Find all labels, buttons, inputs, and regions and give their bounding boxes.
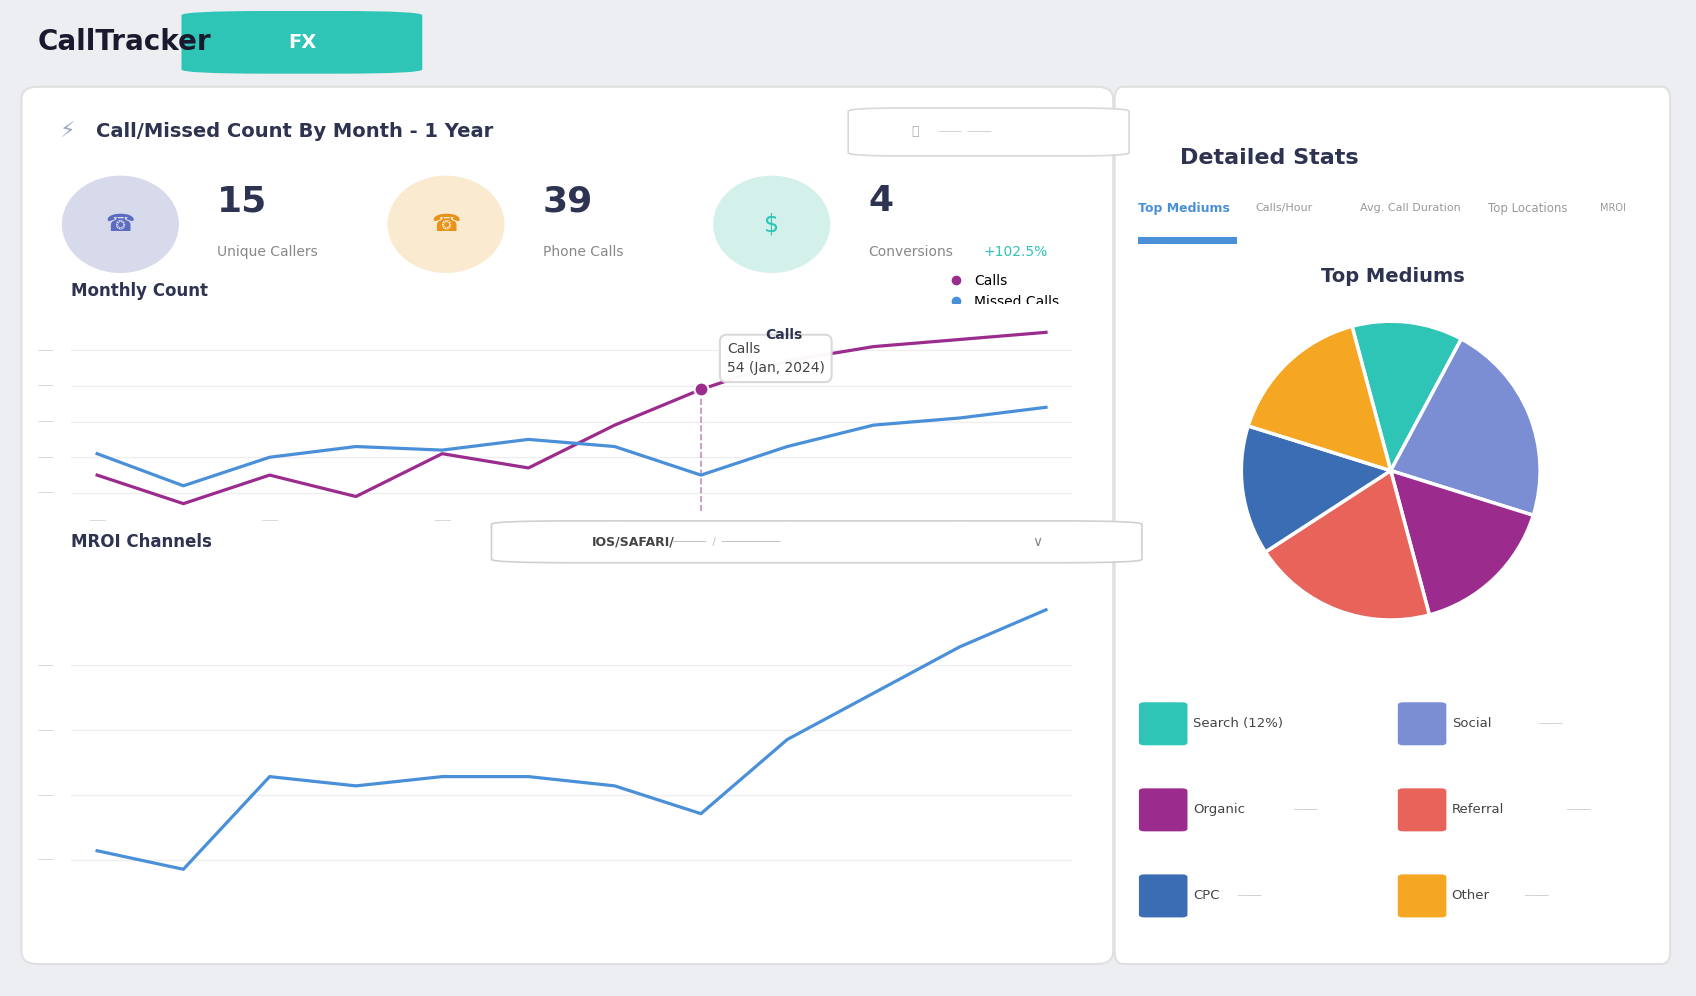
Text: ——: —— [37,453,54,462]
Text: ────: ──── [605,518,622,524]
Text: Monthly Count: Monthly Count [71,282,209,301]
Text: Top Locations: Top Locations [1487,202,1567,215]
Wedge shape [1391,339,1540,515]
FancyBboxPatch shape [181,11,422,74]
Text: ────: ──── [1564,805,1591,815]
Text: 📅: 📅 [912,125,919,138]
Text: CPC: CPC [1192,889,1219,902]
Text: Search (12%): Search (12%) [1192,717,1282,730]
Ellipse shape [387,175,505,273]
Text: MROI: MROI [1601,203,1626,213]
Text: 39: 39 [543,184,594,218]
Text: IOS/SAFARI/: IOS/SAFARI/ [592,535,675,549]
Text: ——: —— [37,381,54,390]
Text: ────: ──── [1235,890,1262,901]
Text: Top Mediums: Top Mediums [1138,202,1230,215]
FancyBboxPatch shape [1398,702,1447,745]
Wedge shape [1241,426,1391,552]
FancyBboxPatch shape [22,87,1113,964]
FancyBboxPatch shape [492,521,1141,563]
Text: ────: ──── [88,518,105,524]
Wedge shape [1248,327,1391,470]
Text: ☎: ☎ [105,212,136,236]
Text: ────: ──── [434,518,451,524]
Text: ——: —— [37,488,54,497]
Text: Avg. Call Duration: Avg. Call Duration [1360,203,1460,213]
Text: ——: —— [37,791,54,800]
Text: ──────  /  ──────────: ────── / ────────── [672,537,782,547]
Text: Call/Missed Count By Month - 1 Year: Call/Missed Count By Month - 1 Year [95,123,494,141]
Text: Calls: Calls [765,329,802,343]
Text: Detailed Stats: Detailed Stats [1180,147,1358,168]
Text: Organic: Organic [1192,804,1245,817]
Text: ────: ──── [1521,890,1548,901]
Text: ────: ──── [1537,719,1562,729]
FancyBboxPatch shape [1398,789,1447,832]
Text: 4: 4 [868,184,894,218]
Text: ────: ──── [951,518,968,524]
Text: Calls/Hour: Calls/Hour [1255,203,1313,213]
Wedge shape [1352,322,1462,470]
Text: CallTracker: CallTracker [37,28,210,57]
Text: Calls
54 (Jan, 2024): Calls 54 (Jan, 2024) [728,342,824,375]
Wedge shape [1391,470,1533,615]
Text: Other: Other [1452,889,1489,902]
Text: ——: —— [37,346,54,355]
Text: ——: —— [37,661,54,670]
Text: Social: Social [1452,717,1491,730]
Text: 15: 15 [217,184,268,218]
Text: ——: —— [37,417,54,426]
Text: ⚡: ⚡ [59,122,75,142]
Text: Referral: Referral [1452,804,1504,817]
FancyBboxPatch shape [1140,789,1187,832]
Text: ∨: ∨ [1031,535,1041,549]
Text: MROI Channels: MROI Channels [71,533,212,551]
Text: Conversions: Conversions [868,245,953,259]
Text: ────: ──── [778,518,795,524]
Text: ——: —— [37,726,54,735]
FancyBboxPatch shape [1398,874,1447,917]
Ellipse shape [712,175,831,273]
Text: $: $ [765,212,778,236]
Text: ────: ──── [1291,805,1318,815]
FancyBboxPatch shape [1140,874,1187,917]
Bar [1138,237,1238,244]
Text: FX: FX [288,33,315,52]
Ellipse shape [61,175,180,273]
Legend: Calls, Missed Calls: Calls, Missed Calls [936,268,1065,315]
Text: ——: —— [37,856,54,865]
Text: ────: ──── [261,518,278,524]
Text: ────  ────: ──── ──── [938,126,992,137]
Wedge shape [1265,470,1430,620]
Text: Unique Callers: Unique Callers [217,245,317,259]
FancyBboxPatch shape [1140,702,1187,745]
Text: Top Mediums: Top Mediums [1321,267,1464,286]
Text: ☎: ☎ [431,212,461,236]
Text: +102.5%: +102.5% [984,245,1048,259]
FancyBboxPatch shape [1114,87,1671,964]
FancyBboxPatch shape [848,108,1130,156]
Text: Phone Calls: Phone Calls [543,245,622,259]
